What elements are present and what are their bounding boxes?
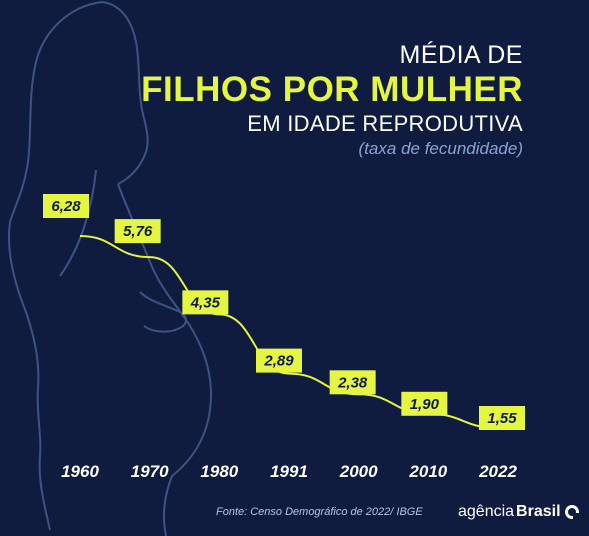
title-line-1: MÉDIA DE (399, 41, 523, 69)
data-label-box (479, 406, 525, 430)
x-tick-label: 1980 (200, 462, 238, 481)
data-label-text: 4,35 (190, 294, 221, 311)
title-line-3: EM IDADE REPRODUTIVA (247, 111, 523, 136)
data-label-1991: 2,89 (256, 348, 302, 373)
logo-prefix: agência (458, 503, 515, 520)
x-tick-label: 2010 (408, 462, 447, 481)
data-label-box (401, 391, 448, 416)
data-label-text: 5,76 (123, 223, 153, 240)
data-label-box (256, 348, 302, 373)
source-note: Fonte: Censo Demográfico de 2022/ IBGE (216, 506, 423, 518)
x-tick-label: 1991 (270, 462, 308, 481)
agencia-brasil-ring-icon (564, 505, 579, 519)
data-label-text: 6,28 (51, 198, 81, 215)
x-tick-label: 1970 (131, 462, 169, 481)
data-label-text: 2,38 (337, 374, 368, 391)
x-tick-label: 2022 (478, 462, 517, 481)
data-label-2000: 2,38 (329, 370, 376, 395)
title-line-2: FILHOS POR MULHER (141, 70, 523, 109)
data-label-text: 1,55 (487, 410, 517, 427)
x-tick-label: 1960 (61, 462, 99, 481)
data-label-text: 2,89 (263, 353, 294, 370)
data-label-box (329, 370, 376, 395)
title-block: MÉDIA DE FILHOS POR MULHER EM IDADE REPR… (141, 40, 523, 160)
title-subtitle: (taxa de fecundidade) (358, 139, 523, 158)
data-label-1970: 5,76 (114, 219, 161, 244)
data-label-box (114, 219, 161, 244)
data-label-box (43, 194, 89, 218)
data-label-1980: 4,35 (182, 290, 229, 315)
data-label-box (182, 290, 229, 315)
data-label-text: 1,90 (410, 396, 440, 413)
data-label-2010: 1,90 (401, 391, 448, 416)
agencia-brasil-logo: agência Brasil (458, 503, 579, 521)
logo-brand: Brasil (516, 503, 561, 520)
x-tick-label: 2000 (339, 462, 378, 481)
data-label-1960: 6,28 (43, 194, 89, 218)
data-label-2022: 1,55 (479, 406, 525, 430)
